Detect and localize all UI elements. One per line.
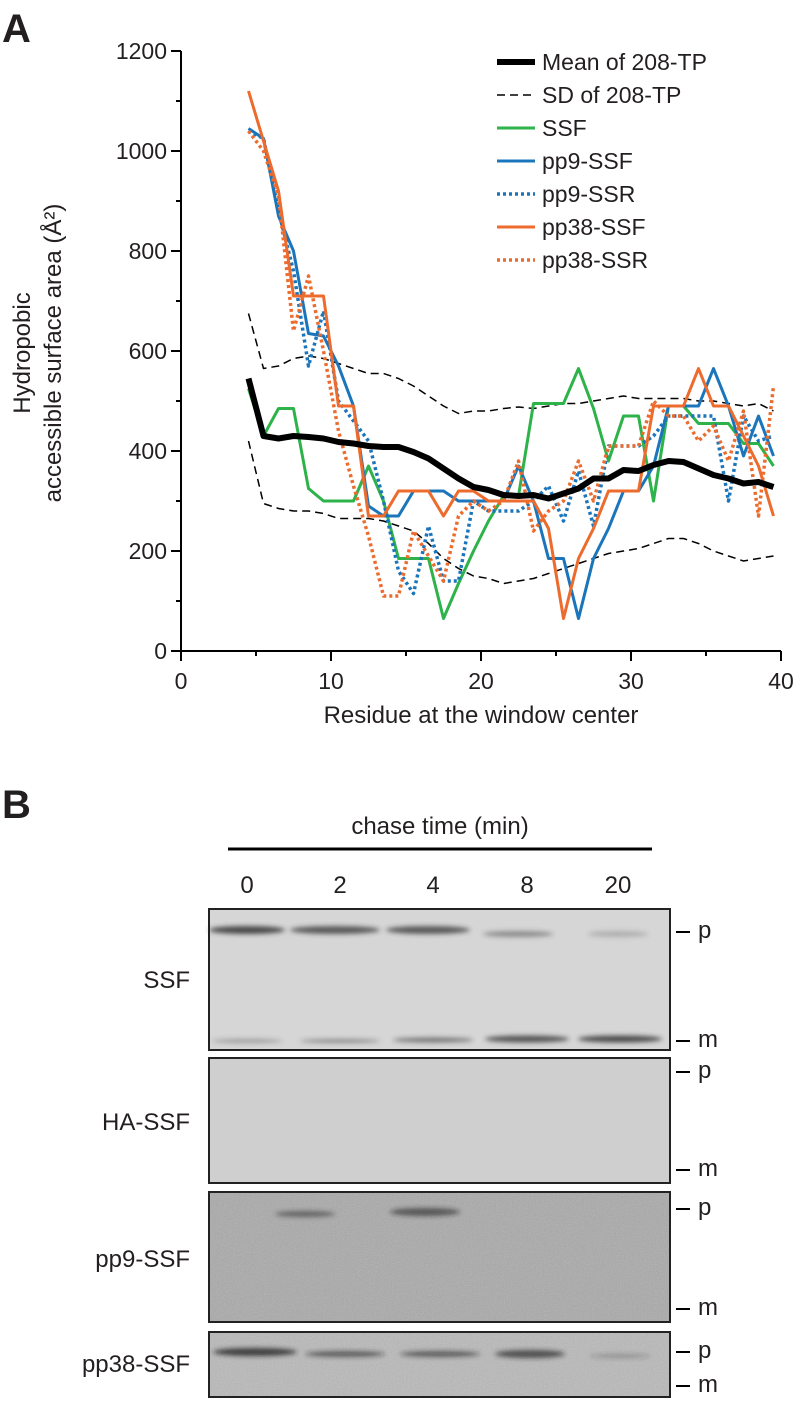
legend-label: SSF xyxy=(542,115,587,141)
panel-label: A xyxy=(2,7,31,51)
legend-label: pp38-SSR xyxy=(542,247,648,273)
series-line xyxy=(247,129,776,598)
row-label: HA-SSF xyxy=(102,1109,190,1136)
gel-figure: chase time (min) 0 2 4 8 20 xyxy=(82,813,718,1398)
marker-label: p xyxy=(698,917,711,944)
lane-label: 4 xyxy=(426,872,439,899)
panel-label: B xyxy=(2,783,31,827)
y-tick-label: 1200 xyxy=(116,38,167,64)
gel-panel xyxy=(208,1057,671,1184)
x-axis-label: Residue at the window center xyxy=(324,702,639,729)
legend-label: Mean of 208-TP xyxy=(542,49,707,75)
gel-bands xyxy=(275,1208,460,1217)
row-label: pp9-SSF xyxy=(95,1246,190,1273)
lane-label: 8 xyxy=(520,872,533,899)
series-line xyxy=(247,90,775,620)
gel-noise xyxy=(210,1333,669,1396)
gel-bands xyxy=(213,1348,650,1358)
lane-label: 0 xyxy=(240,872,253,899)
gel-title: chase time (min) xyxy=(351,813,528,840)
y-axis-label: accessible surface area (Å²) xyxy=(39,204,67,503)
gel-bands xyxy=(209,926,662,1043)
x-tick-label: 20 xyxy=(468,668,494,694)
series-line xyxy=(245,377,775,502)
marker-label: m xyxy=(698,1294,718,1321)
legend-label: pp9-SSR xyxy=(542,181,635,207)
y-tick-label: 600 xyxy=(129,338,167,364)
marker-label: m xyxy=(698,1371,718,1398)
lane-label: 2 xyxy=(333,872,346,899)
y-tick-label: 800 xyxy=(129,238,167,264)
legend-label: pp38-SSF xyxy=(542,214,646,240)
x-tick-label: 0 xyxy=(175,668,188,694)
x-tick-label: 30 xyxy=(618,668,644,694)
marker-label: p xyxy=(698,1057,711,1084)
lane-label: 20 xyxy=(605,872,632,899)
x-tick-label: 10 xyxy=(318,668,344,694)
series-line xyxy=(247,129,775,596)
y-tick-label: 0 xyxy=(154,638,167,664)
row-label: pp38-SSF xyxy=(82,1351,190,1378)
y-tick-label: 1000 xyxy=(116,138,167,164)
marker-label: p xyxy=(698,1194,711,1221)
series-line xyxy=(247,127,775,620)
y-tick-label: 400 xyxy=(129,438,167,464)
marker-label: p xyxy=(698,1337,711,1364)
series-line xyxy=(247,440,774,585)
y-axis-label: Hydropobic xyxy=(9,292,36,413)
marker-label: m xyxy=(698,1155,718,1182)
legend-label: SD of 208-TP xyxy=(542,82,681,108)
marker-label: m xyxy=(698,1026,718,1053)
x-tick-label: 40 xyxy=(768,668,794,694)
y-tick-label: 200 xyxy=(129,538,167,564)
line-chart: 0 200 400 600 800 1000 1200 0 10 20 30 40 Residue at… xyxy=(9,38,794,729)
legend-label: pp9-SSF xyxy=(542,148,633,174)
row-label: SSF xyxy=(143,967,190,994)
